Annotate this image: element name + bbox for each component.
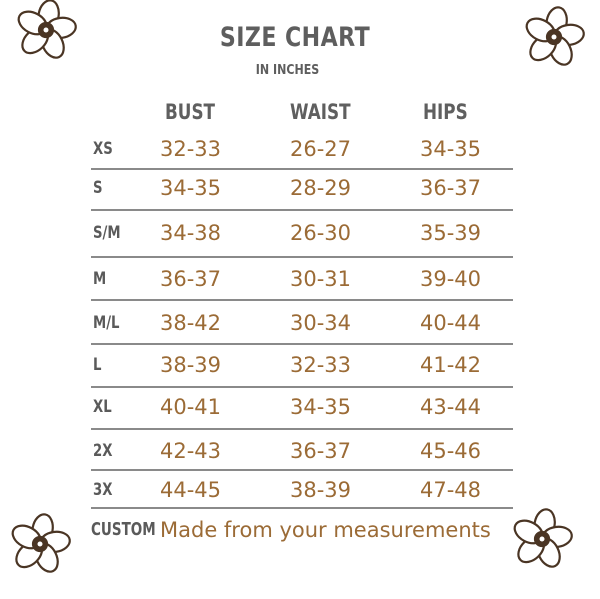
bust-value: 44-45 bbox=[160, 478, 222, 502]
flower-icon bbox=[522, 5, 586, 69]
hips-value: 41-42 bbox=[420, 353, 482, 377]
size-label: XL bbox=[93, 397, 112, 417]
size-label: S bbox=[93, 178, 103, 198]
table-row: M/L 38-42 30-34 40-44 bbox=[0, 308, 600, 338]
hips-value: 47-48 bbox=[420, 478, 482, 502]
bust-value: 40-41 bbox=[160, 395, 222, 419]
page-title: SIZE CHART bbox=[219, 22, 371, 53]
bust-value: 32-33 bbox=[160, 137, 222, 161]
size-label: XS bbox=[93, 139, 113, 159]
page-subtitle: IN INCHES bbox=[255, 63, 320, 78]
waist-value: 30-31 bbox=[290, 267, 352, 291]
size-label: L bbox=[93, 355, 102, 375]
hips-value: 43-44 bbox=[420, 395, 482, 419]
row-divider bbox=[91, 386, 513, 388]
table-row: L 38-39 32-33 41-42 bbox=[0, 350, 600, 380]
table-row: XL 40-41 34-35 43-44 bbox=[0, 392, 600, 422]
column-header-hips: HIPS bbox=[423, 100, 468, 124]
waist-value: 36-37 bbox=[290, 439, 352, 463]
hips-value: 35-39 bbox=[420, 221, 482, 245]
custom-text: Made from your measurements bbox=[160, 518, 491, 542]
bust-value: 36-37 bbox=[160, 267, 222, 291]
waist-value: 28-29 bbox=[290, 176, 352, 200]
bust-value: 34-38 bbox=[160, 221, 222, 245]
row-divider bbox=[91, 507, 513, 509]
waist-value: 34-35 bbox=[290, 395, 352, 419]
row-divider bbox=[91, 168, 513, 170]
column-header-waist: WAIST bbox=[290, 100, 351, 124]
waist-value: 26-30 bbox=[290, 221, 352, 245]
flower-icon bbox=[8, 512, 72, 576]
row-divider bbox=[91, 299, 513, 301]
custom-label: CUSTOM bbox=[91, 519, 156, 540]
size-label: 2X bbox=[93, 441, 113, 461]
size-label: M bbox=[93, 269, 107, 289]
hips-value: 34-35 bbox=[420, 137, 482, 161]
size-label: S/M bbox=[93, 223, 121, 243]
table-row: M 36-37 30-31 39-40 bbox=[0, 264, 600, 294]
row-divider bbox=[91, 469, 513, 471]
flower-icon bbox=[14, 0, 78, 62]
size-label: 3X bbox=[93, 480, 113, 500]
row-divider bbox=[91, 343, 513, 345]
column-header-bust: BUST bbox=[165, 100, 216, 124]
bust-value: 42-43 bbox=[160, 439, 222, 463]
flower-icon bbox=[510, 507, 574, 571]
hips-value: 40-44 bbox=[420, 311, 482, 335]
waist-value: 30-34 bbox=[290, 311, 352, 335]
bust-value: 34-35 bbox=[160, 176, 222, 200]
hips-value: 36-37 bbox=[420, 176, 482, 200]
table-row: S/M 34-38 26-30 35-39 bbox=[0, 218, 600, 248]
row-divider bbox=[91, 428, 513, 430]
row-divider bbox=[91, 209, 513, 211]
waist-value: 38-39 bbox=[290, 478, 352, 502]
size-label: M/L bbox=[93, 313, 120, 333]
table-row: 3X 44-45 38-39 47-48 bbox=[0, 475, 600, 505]
table-row: S 34-35 28-29 36-37 bbox=[0, 173, 600, 203]
hips-value: 45-46 bbox=[420, 439, 482, 463]
hips-value: 39-40 bbox=[420, 267, 482, 291]
table-row: XS 32-33 26-27 34-35 bbox=[0, 134, 600, 164]
row-divider bbox=[91, 256, 513, 258]
bust-value: 38-39 bbox=[160, 353, 222, 377]
waist-value: 26-27 bbox=[290, 137, 352, 161]
waist-value: 32-33 bbox=[290, 353, 352, 377]
table-row: 2X 42-43 36-37 45-46 bbox=[0, 436, 600, 466]
bust-value: 38-42 bbox=[160, 311, 222, 335]
